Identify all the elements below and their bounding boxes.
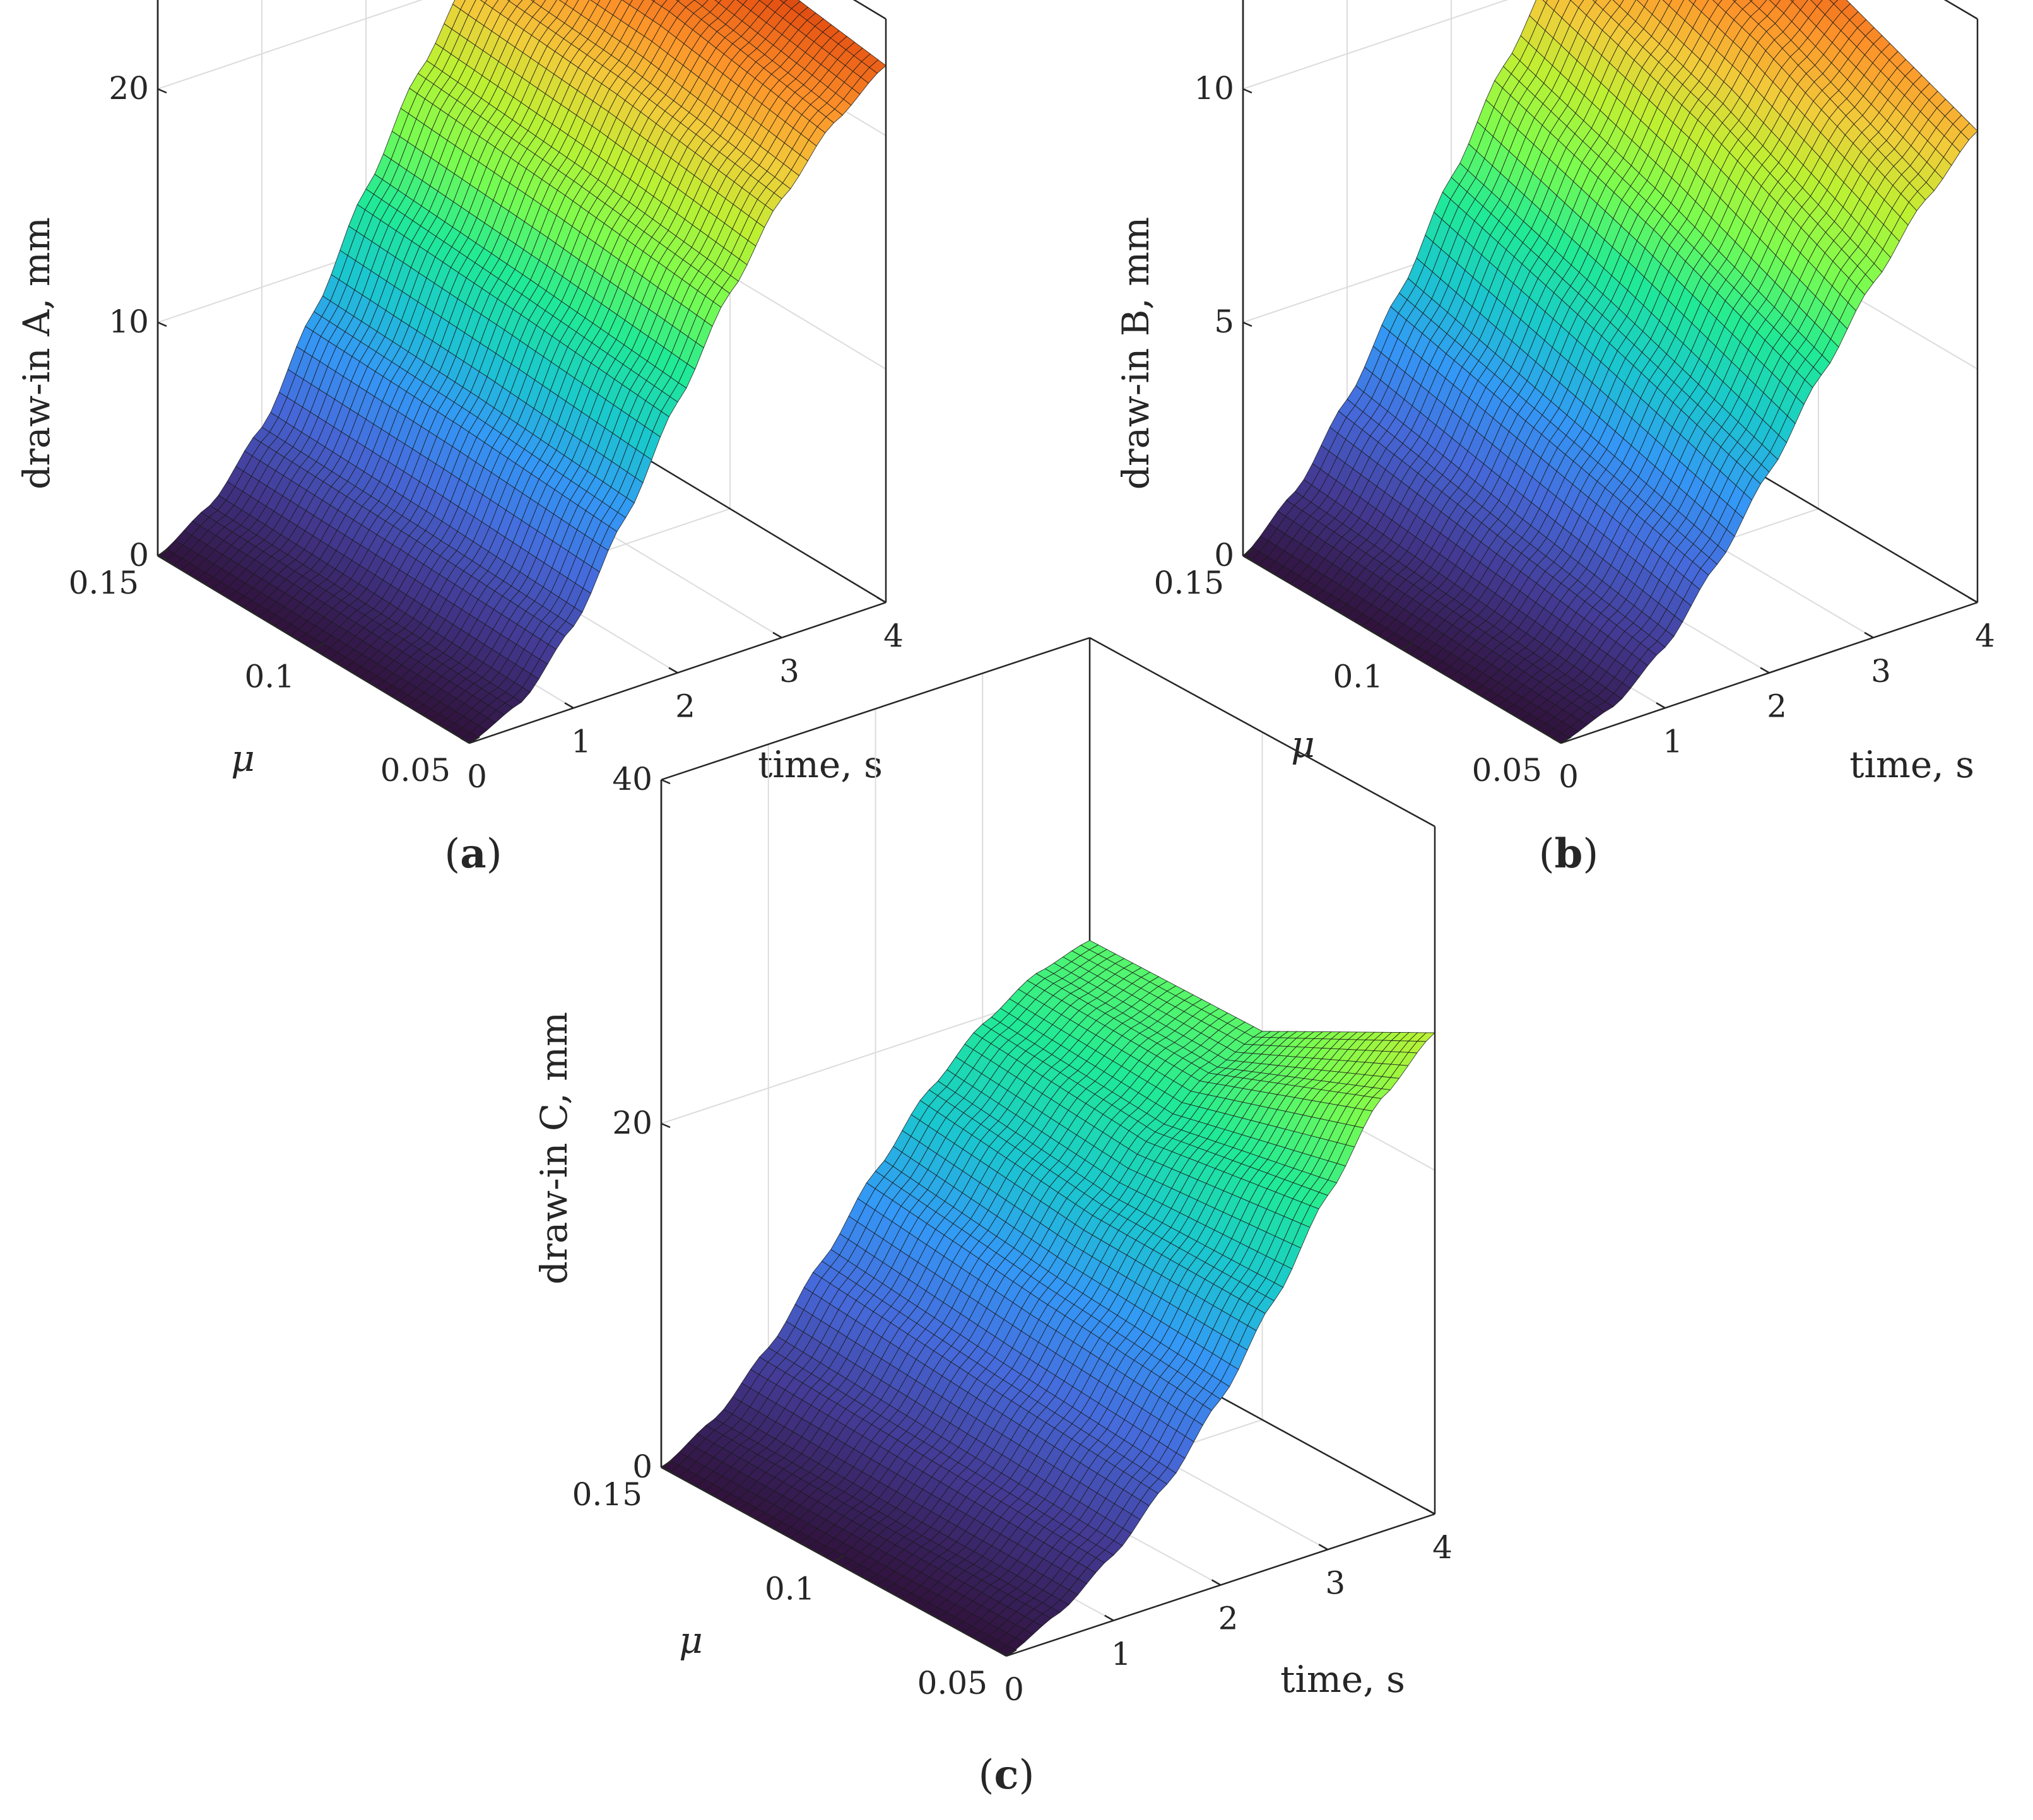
- panel-b: 0 5 10 0 1 2 3 4 0.05 0.1 0.15 draw-in B, mm time, s…: [1114, 0, 1995, 878]
- y-tick-label: 0.05: [917, 1665, 987, 1701]
- x-axis-label: time, s: [1849, 743, 1974, 786]
- surface: [661, 940, 1436, 1657]
- x-tick-label: 1: [1663, 723, 1683, 760]
- y-tick-label: 0.05: [380, 752, 451, 789]
- panel-caption: (a): [444, 830, 502, 878]
- x-tick-label: 4: [1432, 1529, 1453, 1566]
- x-tick-label: 0: [1004, 1671, 1024, 1708]
- x-tick-label: 2: [1767, 688, 1787, 725]
- z-tick-label: 0: [632, 1448, 652, 1485]
- x-tick-label: 2: [675, 688, 695, 725]
- x-tick-label: 1: [571, 723, 591, 760]
- surface: [1242, 0, 1978, 744]
- x-tick-label: 0: [467, 758, 487, 795]
- x-tick-label: 1: [1111, 1636, 1131, 1672]
- y-tick-label: 0.05: [1472, 752, 1542, 789]
- panel-letter: c: [994, 1751, 1019, 1799]
- x-tick-label: 0: [1559, 758, 1579, 795]
- z-tick-label: 10: [1194, 70, 1234, 107]
- panel-caption: (c): [979, 1751, 1035, 1799]
- panel-a: 0 10 20 0 1 2 3 4 0.05 0.1 0.15 draw-in A, mm time, …: [15, 0, 904, 878]
- x-tick-label: 3: [1325, 1565, 1345, 1601]
- x-tick-label: 3: [1871, 653, 1891, 690]
- panel-letter: b: [1555, 830, 1583, 878]
- x-tick-label: 3: [779, 653, 799, 690]
- x-axis-label: time, s: [1280, 1658, 1405, 1701]
- panel-c: 0 20 40 0 1 2 3 4 0.05 0.1 0.15 draw-in C, mm time, …: [533, 637, 1453, 1799]
- panel-caption: (b): [1539, 830, 1599, 878]
- y-tick-label: 0.15: [572, 1476, 642, 1513]
- y-axis-label: μ: [231, 737, 255, 780]
- z-tick-label: 0: [129, 537, 149, 573]
- x-axis-label: time, s: [758, 743, 883, 786]
- z-axis-label: draw-in C, mm: [533, 1012, 575, 1284]
- z-tick-label: 0: [1214, 537, 1234, 573]
- axes: 0 5 10 0 1 2 3 4 0.05 0.1 0.15: [1154, 0, 1995, 795]
- axes: 0 10 20 0 1 2 3 4 0.05 0.1 0.15: [69, 0, 904, 795]
- z-tick-label: 20: [109, 70, 149, 107]
- y-axis-label: μ: [679, 1619, 703, 1662]
- z-tick-label: 10: [109, 303, 149, 340]
- panel-letter: a: [460, 830, 486, 878]
- x-tick-label: 2: [1218, 1600, 1239, 1637]
- y-tick-label: 0.1: [765, 1571, 815, 1607]
- x-tick-label: 4: [1975, 618, 1995, 654]
- z-tick-label: 40: [612, 761, 652, 797]
- x-tick-label: 4: [883, 618, 904, 654]
- y-tick-label: 0.15: [69, 565, 139, 601]
- z-tick-label: 20: [612, 1105, 652, 1141]
- y-tick-label: 0.1: [1333, 659, 1383, 695]
- z-tick-label: 5: [1214, 303, 1234, 340]
- axes: 0 20 40 0 1 2 3 4 0.05 0.1 0.15: [572, 761, 1453, 1708]
- y-tick-label: 0.1: [244, 659, 295, 695]
- z-axis-label: draw-in B, mm: [1114, 217, 1157, 490]
- z-axis-label: draw-in A, mm: [15, 217, 58, 490]
- y-tick-label: 0.15: [1154, 565, 1224, 601]
- surface: [157, 0, 887, 744]
